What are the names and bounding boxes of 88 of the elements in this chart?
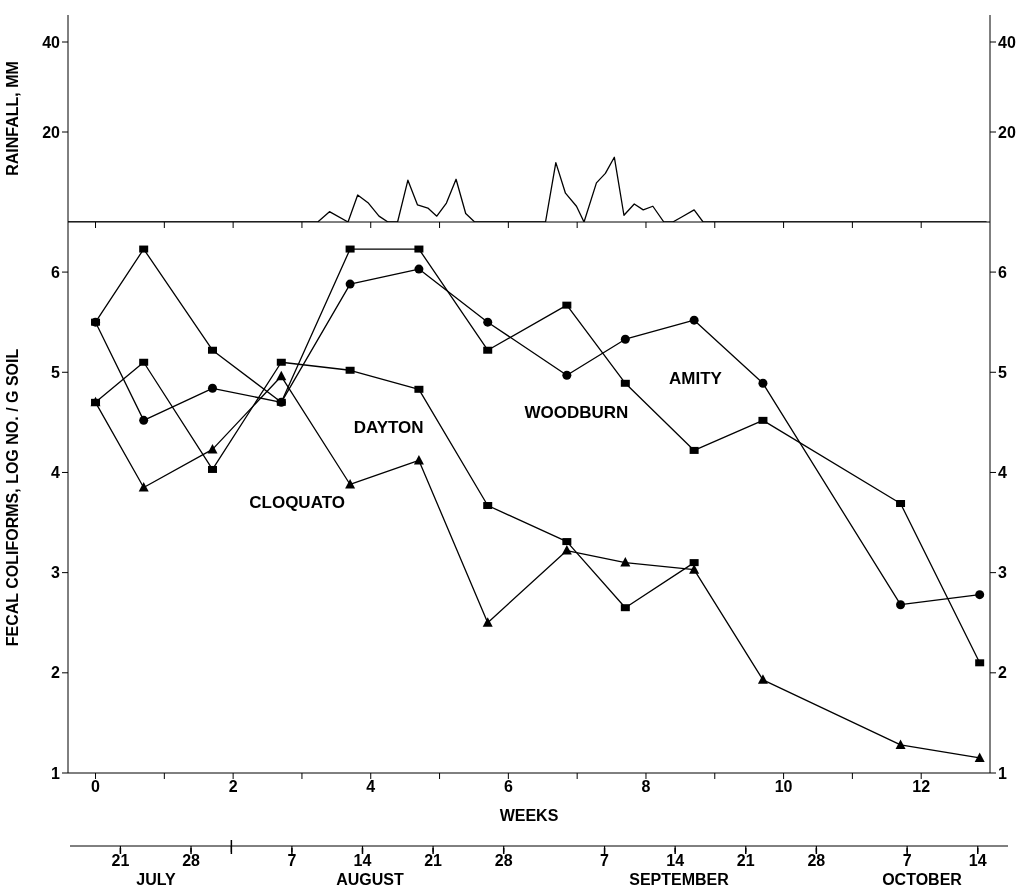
text: OCTOBER [882,871,962,889]
point [139,245,149,253]
point [562,370,572,380]
point [620,379,630,387]
point [483,317,493,327]
point [620,604,630,612]
point [91,318,101,326]
text: JULY [136,871,176,889]
x2-tick-label: 28 [182,852,201,869]
point [413,454,424,465]
y-tick-label: 6 [51,263,61,281]
point [414,245,424,253]
x2-tick-label: 21 [111,852,130,869]
x-axis-title: WEEKS [499,807,559,824]
point [414,264,424,274]
text: AUGUST [336,871,404,889]
point [207,346,217,354]
point [345,279,355,289]
point [276,370,287,381]
point [975,659,985,667]
y-tick-label: 1 [51,764,61,782]
point [895,739,906,749]
point [620,334,630,344]
point [276,398,286,406]
y-axis-title: FECAL COLIFORMS, LOG NO. / G SOIL [3,348,21,647]
x2-tick-label: 21 [736,852,755,869]
point [138,481,149,492]
x2-tick-label: 14 [666,852,685,869]
point [483,502,493,510]
point [689,315,699,325]
x-tick-label: 10 [774,778,793,796]
y2-tick-label: 1 [998,764,1007,782]
point [207,383,217,393]
x-tick-label: 0 [91,778,101,796]
y2-tick-label: 2 [998,664,1007,682]
point [562,538,572,546]
x2-tick-label: 28 [807,852,826,869]
y-tick-label: 5 [51,363,61,381]
point [896,600,906,610]
point [975,590,985,600]
x2-tick-label: 21 [424,852,443,869]
point [414,385,424,393]
y-tick-label: 40 [42,33,61,51]
x-tick-label: 8 [641,778,651,796]
point [758,378,768,388]
point [139,415,149,425]
y2-tick-label: 40 [998,33,1016,51]
point [689,446,699,454]
x2-tick-label: 7 [600,852,610,869]
x-tick-label: 6 [503,778,513,796]
x-tick-label: 4 [366,778,376,796]
x2-tick-label: 14 [968,852,987,869]
x2-tick-label: 14 [353,852,372,869]
point [758,416,768,424]
x-tick-label: 12 [912,778,931,796]
point [620,557,631,567]
text: SEPTEMBER [629,871,729,889]
point [345,366,355,374]
point [139,358,149,366]
y-tick-label: 4 [51,464,61,482]
series-label: WOODBURN [524,403,629,424]
point [482,617,493,627]
series-label: CLOQUATO [249,492,345,513]
x2-tick-label: 7 [287,852,297,869]
series-label: DAYTON [353,418,424,439]
point [207,465,217,473]
x2-tick-label: 7 [902,852,912,869]
y-tick-label: 20 [42,123,61,141]
x2-tick-label: 28 [494,852,513,869]
y2-tick-label: 4 [998,464,1007,482]
point [757,674,768,684]
series-label: AMITY [669,369,722,390]
point [276,358,286,366]
y-tick-label: 2 [51,664,61,682]
y2-tick-label: 20 [998,123,1016,141]
point [896,500,906,508]
point [561,545,572,555]
y2-tick-label: 6 [998,263,1007,281]
y2-tick-label: 3 [998,564,1007,582]
y-axis-title: RAINFALL, MM [3,61,21,176]
y2-tick-label: 5 [998,363,1007,381]
point [689,559,699,567]
x-tick-label: 2 [228,778,238,796]
point [562,301,572,309]
point [974,752,985,762]
y-tick-label: 3 [51,564,61,582]
point [345,245,355,253]
point [483,346,493,354]
